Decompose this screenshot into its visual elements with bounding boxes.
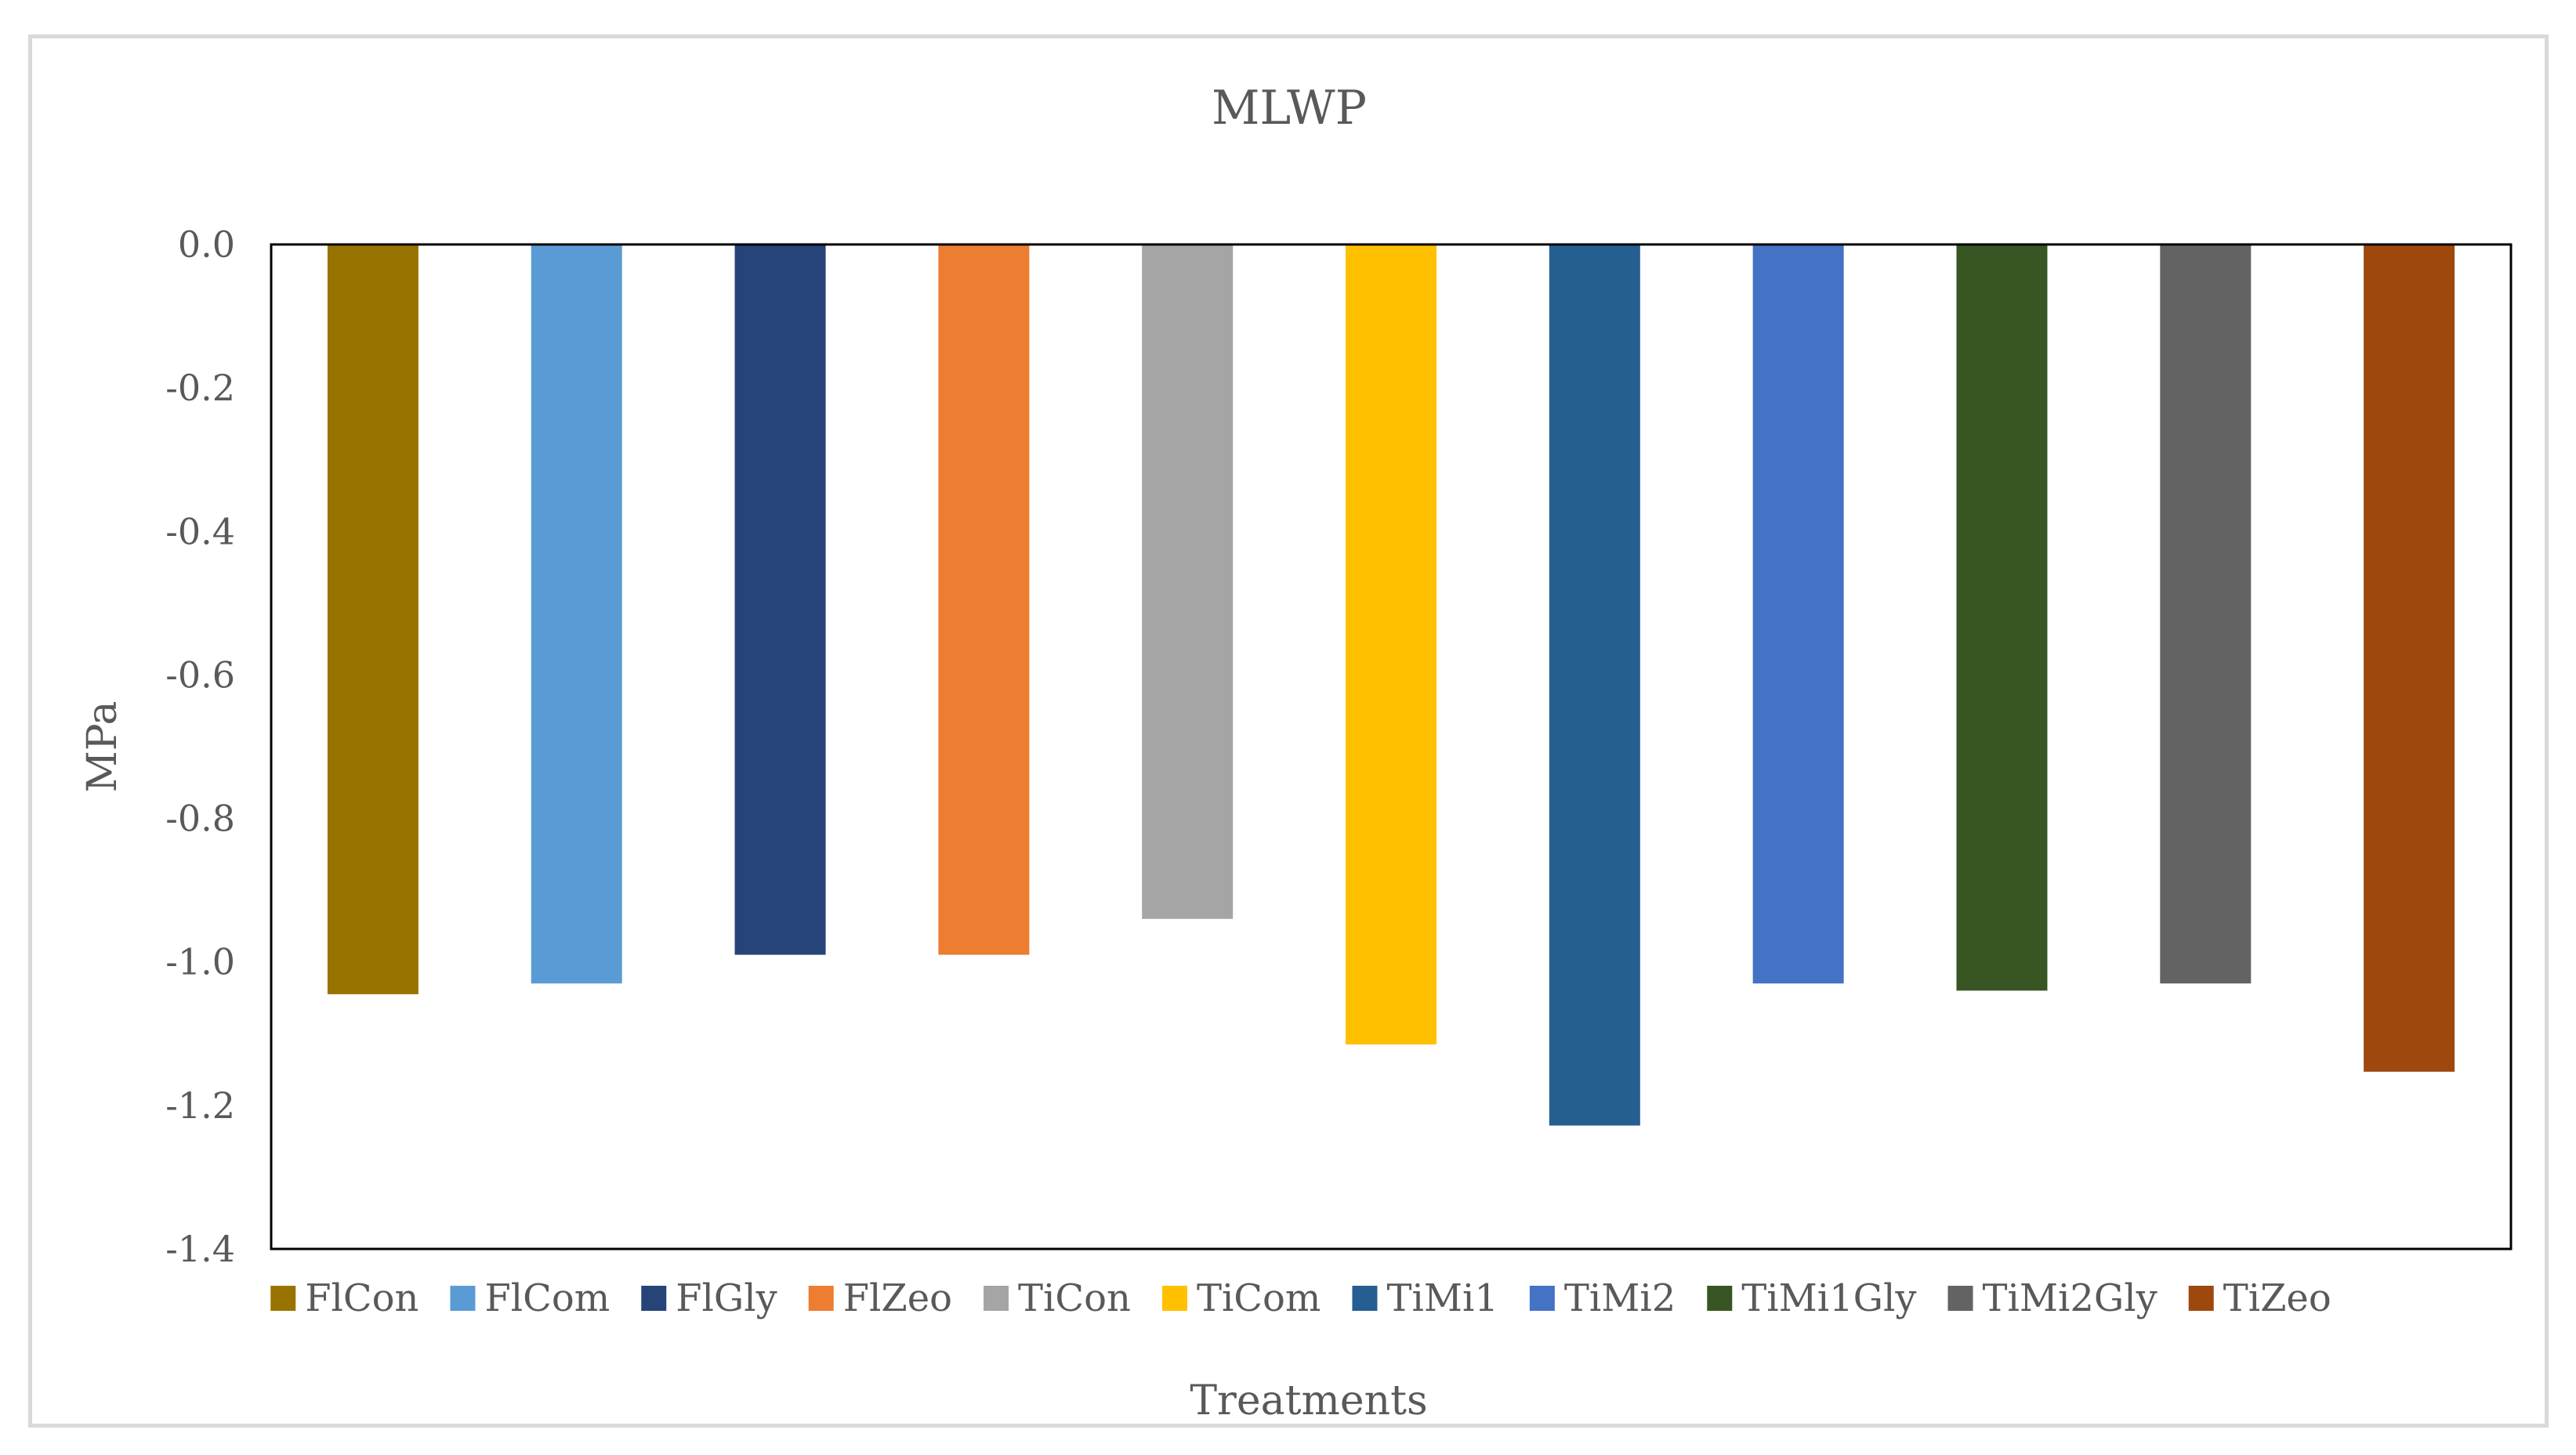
legend-swatch [984,1286,1009,1311]
y-tick-label: 0.0 [178,223,235,266]
legend-swatch [1161,1286,1187,1311]
bar-TiCon [1142,244,1234,919]
legend-item-TiCom: TiCom [1161,1276,1321,1320]
y-tick-label: -1.0 [165,941,235,983]
legend-swatch [808,1286,834,1311]
y-axis-ticks: 0.0 -0.2 -0.4 -0.6 -0.8 -1.0 -1.2 -1.4 [165,223,235,1270]
y-axis-title: MPa [79,701,126,793]
y-tick-label: -0.8 [165,798,235,840]
legend-label: TiZeo [2223,1276,2331,1320]
legend-label: TiCom [1197,1276,1321,1320]
chart-title: MLWP [1212,81,1367,136]
legend-swatch [641,1286,667,1311]
bar-TiZeo [2364,244,2455,1072]
legend-swatch [1707,1286,1733,1311]
bar-TiMi2Gly [2160,244,2252,984]
legend-item-TiCon: TiCon [984,1276,1131,1320]
legend-item-TiZeo: TiZeo [2188,1276,2331,1320]
legend-item-FlZeo: FlZeo [808,1276,952,1320]
y-tick-label: -1.4 [165,1228,235,1270]
legend-label: FlCon [305,1276,418,1320]
y-tick-label: -0.2 [165,367,235,409]
legend-swatch [1947,1286,1973,1311]
legend-swatch [1529,1286,1555,1311]
legend-label: FlCom [484,1276,610,1320]
legend: FlCon FlCom FlGly FlZeo TiCon TiCom TiMi1 TiMi2… [270,1276,2331,1320]
x-axis-title: Treatments [1190,1377,1427,1424]
legend-label: TiMi2 [1564,1276,1676,1320]
legend-item-TiMi1Gly: TiMi1Gly [1707,1276,1916,1320]
legend-swatch [2188,1286,2214,1311]
legend-item-FlCon: FlCon [270,1276,418,1320]
legend-item-TiMi1: TiMi1 [1352,1276,1498,1320]
legend-item-TiMi2: TiMi2 [1529,1276,1676,1320]
chart-frame [28,34,2549,1428]
legend-item-TiMi2Gly: TiMi2Gly [1947,1276,2158,1320]
legend-label: FlZeo [843,1276,952,1320]
y-tick-label: -0.4 [165,510,235,552]
legend-item-FlGly: FlGly [641,1276,777,1320]
legend-item-FlCom: FlCom [450,1276,610,1320]
legend-swatch [270,1286,296,1311]
legend-swatch [1352,1286,1378,1311]
bar-FlCon [327,244,418,994]
bars [327,244,2455,1126]
legend-label: TiMi2Gly [1982,1276,2157,1320]
legend-label: FlGly [676,1276,777,1320]
bar-TiMi1Gly [1956,244,2048,991]
legend-label: TiCon [1018,1276,1131,1320]
legend-label: TiMi1 [1386,1276,1498,1320]
bar-FlGly [734,244,826,955]
legend-swatch [450,1286,476,1311]
legend-label: TiMi1Gly [1741,1276,1916,1320]
bar-FlZeo [938,244,1030,955]
plot-area-border [270,243,2513,1251]
y-tick-label: -0.6 [165,653,235,696]
bar-TiCom [1346,244,1437,1045]
bar-FlCom [531,244,622,984]
y-tick-label: -1.2 [165,1084,235,1127]
bar-TiMi1 [1549,244,1640,1126]
bar-TiMi2 [1752,244,1844,984]
